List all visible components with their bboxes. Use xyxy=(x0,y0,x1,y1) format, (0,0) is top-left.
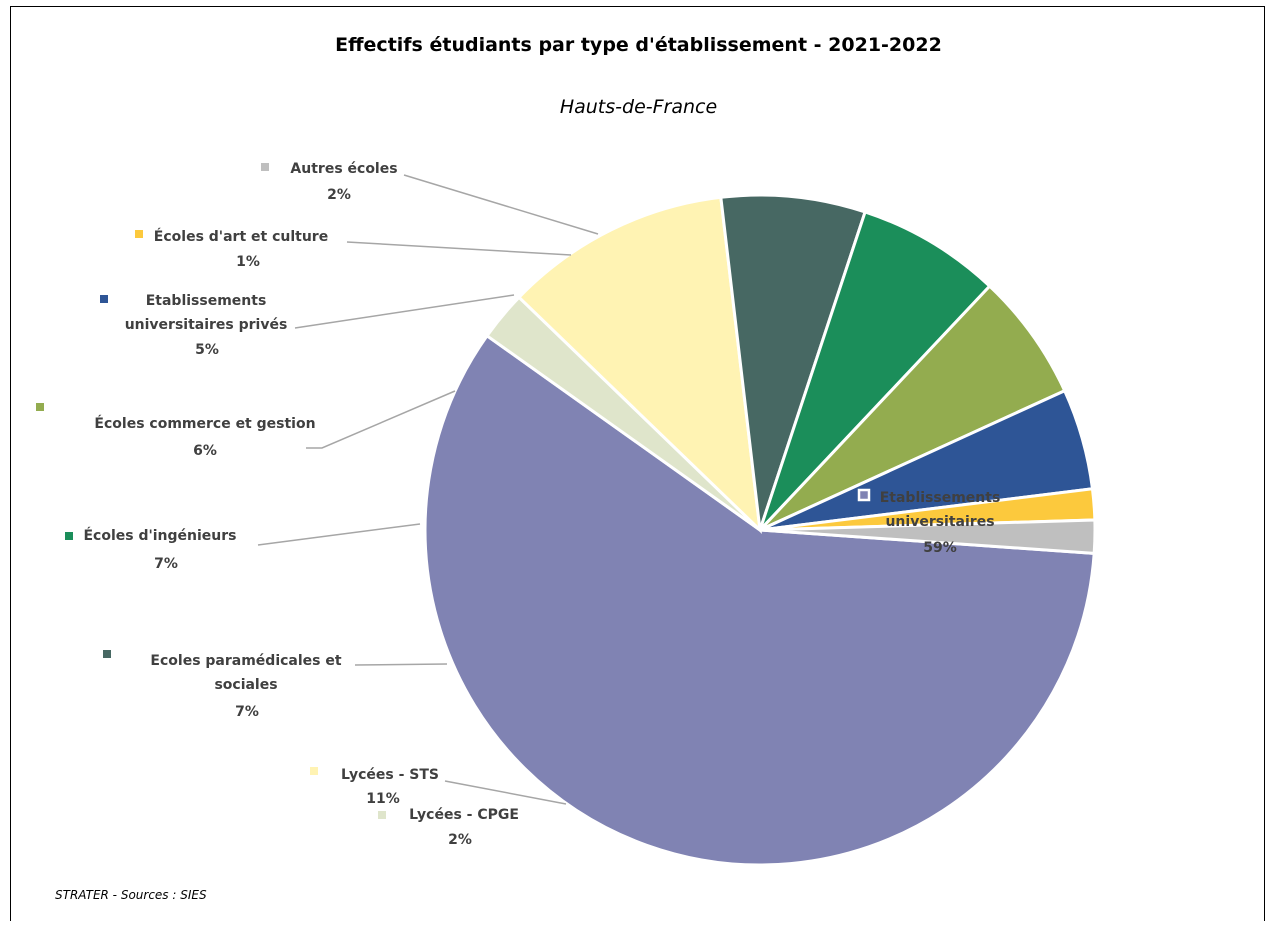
leader-line-ecoles-d-ingenieurs xyxy=(257,523,421,546)
percent-label-autres-ecoles: 2% xyxy=(327,187,351,203)
leader-line-autres-ecoles xyxy=(403,174,599,235)
chart-title: Effectifs étudiants par type d'établisse… xyxy=(335,34,942,56)
leader-line-etablissements-universitaires-prives xyxy=(294,294,515,329)
data-label-ecoles-commerce-et-gestion: Écoles commerce et gestion xyxy=(94,415,315,432)
legend-key-autres-ecoles xyxy=(261,163,269,171)
legend-key-ecoles-commerce-et-gestion xyxy=(36,403,44,411)
pie-slice-ecoles-paramedicales-et-sociales xyxy=(719,193,868,531)
legend-key-ecoles-d-art-et-culture xyxy=(135,230,143,238)
data-label-etablissements-universitaires: Etablissements universitaires xyxy=(880,490,1001,530)
pie-slice-autres-ecoles xyxy=(759,518,1097,555)
chart-subtitle: Hauts-de-France xyxy=(559,96,718,118)
leader-line-ecoles-d-art-et-culture xyxy=(346,241,572,256)
percent-label-ecoles-commerce-et-gestion: 6% xyxy=(193,443,217,459)
leader-line-ecoles-paramedicales-et-sociales xyxy=(354,663,448,666)
pie-slice-ecoles-d-ingenieurs xyxy=(758,210,992,532)
pie-slice-lycees-sts xyxy=(516,195,762,534)
pie-slice-ecoles-commerce-et-gestion xyxy=(758,284,1067,532)
data-label-etablissements-universitaires-prives: Etablissements universitaires privés xyxy=(125,293,288,333)
percent-label-etablissements-universitaires: 59% xyxy=(923,540,957,556)
data-label-autres-ecoles: Autres écoles xyxy=(290,161,397,177)
source-note: STRATER - Sources : SIES xyxy=(55,888,207,902)
percent-label-etablissements-universitaires-prives: 5% xyxy=(195,342,219,358)
percent-label-ecoles-paramedicales-et-sociales: 7% xyxy=(235,704,259,720)
legend-key-etablissements-universitaires xyxy=(857,488,871,502)
data-label-lycees-sts: Lycées - STS xyxy=(341,767,439,783)
percent-label-lycees-sts: 11% xyxy=(366,791,400,807)
data-label-lycees-cpge: Lycées - CPGE xyxy=(409,807,519,823)
legend-key-lycees-cpge xyxy=(378,811,386,819)
data-label-ecoles-d-art-et-culture: Écoles d'art et culture xyxy=(154,228,328,245)
pie-slice-etablissements-universitaires xyxy=(423,333,1096,867)
legend-key-lycees-sts xyxy=(310,767,318,775)
percent-label-ecoles-d-art-et-culture: 1% xyxy=(236,254,260,270)
legend-key-ecoles-d-ingenieurs xyxy=(65,532,73,540)
leader-line-ecoles-commerce-et-gestion xyxy=(306,390,456,449)
data-label-ecoles-d-ingenieurs: Écoles d'ingénieurs xyxy=(83,527,236,544)
percent-label-lycees-cpge: 2% xyxy=(448,832,472,848)
data-label-ecoles-paramedicales-et-sociales: Ecoles paramédicales et sociales xyxy=(150,653,341,693)
leader-line-lycees-sts xyxy=(444,780,567,805)
legend-key-etablissements-universitaires-prives xyxy=(100,295,108,303)
percent-label-ecoles-d-ingenieurs: 7% xyxy=(154,556,178,572)
legend-key-ecoles-paramedicales-et-sociales xyxy=(103,650,111,658)
